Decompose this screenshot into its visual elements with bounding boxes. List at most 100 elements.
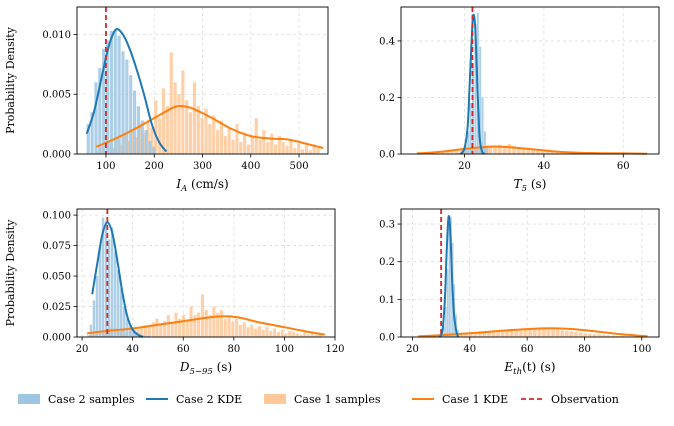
case1-bar [170, 322, 174, 337]
case1-bar [235, 318, 239, 337]
case2-bar [486, 145, 489, 154]
case2-kde-line [85, 28, 168, 153]
case1-bar [516, 146, 521, 154]
case1-bar [281, 142, 285, 154]
case1-bar [300, 149, 305, 154]
case2-bar [148, 140, 152, 154]
case1-kde-line [418, 327, 648, 338]
case1-bar [537, 328, 542, 337]
case1-bar [509, 330, 514, 337]
case1-bar [284, 333, 288, 337]
case1-bar [314, 334, 318, 337]
case1-bar [254, 118, 258, 154]
x-tick-label: 80 [578, 344, 591, 355]
case1-bar [265, 327, 269, 337]
case1-bar [200, 118, 204, 154]
case1-bar [299, 334, 303, 337]
x-tick-label: 500 [289, 161, 308, 172]
case1-bar [257, 326, 261, 337]
case2-bar [104, 221, 108, 337]
x-tick-label: 60 [521, 344, 534, 355]
x-axis-label: T5 (s) [514, 177, 547, 194]
case2-bar [483, 131, 486, 154]
case1-bar [266, 142, 270, 154]
case1-bar [574, 332, 578, 337]
case1-bar [497, 144, 502, 154]
case2-bar [132, 329, 135, 337]
y-tick-label: 0.2 [379, 93, 395, 104]
case1-bar [115, 138, 119, 154]
case1-bar [174, 312, 178, 337]
case1-bar [540, 151, 545, 154]
x-tick-label: 400 [241, 161, 260, 172]
case2-bar [481, 97, 484, 154]
case1-bar [140, 327, 144, 337]
case1-bar [310, 333, 315, 337]
case1-bar [304, 145, 308, 154]
x-tick-label: 100 [275, 344, 294, 355]
case1-bar [204, 310, 208, 337]
case1-bar [569, 152, 574, 154]
case1-bar [436, 335, 441, 337]
case1-bar [293, 148, 297, 154]
case1-bar [231, 321, 235, 337]
case1-bar [493, 146, 497, 154]
case1-bar [487, 332, 491, 337]
case1-bar [468, 333, 473, 337]
axes-frame [76, 208, 336, 338]
case1-bar [250, 136, 254, 154]
case1-bar [496, 331, 500, 337]
legend-label: Case 1 KDE [442, 393, 508, 406]
case1-bar [188, 112, 193, 154]
case1-bar [178, 318, 182, 337]
case2-bar [467, 131, 470, 154]
x-axis-label: D5−95 (s) [179, 360, 232, 377]
x-tick-label: 40 [463, 344, 476, 355]
case2-bar [113, 251, 117, 337]
case1-bar [243, 132, 247, 154]
case1-bar [601, 334, 606, 337]
case1-bar [276, 332, 280, 337]
case2-bar [102, 48, 106, 154]
case1-bar [550, 152, 555, 154]
case1-bar [119, 144, 123, 154]
case1-bar [166, 315, 170, 337]
case1-kde-line [95, 104, 324, 149]
case1-bar [308, 150, 312, 154]
case2-bar [129, 75, 133, 154]
y-tick-label: 0.010 [42, 30, 71, 41]
case2-bar [98, 67, 102, 154]
case2-bar [472, 63, 475, 154]
case1-bar [212, 306, 216, 337]
case1-bar [491, 331, 496, 337]
case2-bar [116, 269, 120, 337]
case1-bar [545, 151, 550, 154]
case1-bar [270, 133, 274, 154]
case2-bar [120, 288, 123, 337]
case1-bar [583, 333, 588, 337]
case1-bar [519, 329, 523, 337]
case1-kde-line [416, 145, 648, 155]
case1-bar [185, 100, 189, 154]
y-axis-label: Probability Density [4, 26, 17, 134]
case2-bar [121, 51, 125, 154]
case1-bar [289, 139, 293, 154]
case2-bar [132, 90, 137, 154]
case1-bar [564, 330, 569, 337]
case1-bar [155, 318, 159, 337]
case1-bar [158, 118, 162, 154]
x-tick-label: 60 [617, 161, 630, 172]
case1-bar [123, 134, 127, 154]
x-tick-label: 300 [193, 161, 212, 172]
case1-kde-line [86, 315, 326, 336]
y-tick-label: 0.005 [42, 90, 71, 101]
case2-bar [469, 103, 472, 154]
case1-bar [464, 333, 468, 337]
case1-bar [134, 137, 139, 154]
case1-bar [227, 127, 231, 154]
case1-bar [288, 330, 292, 337]
case2-bar [113, 29, 117, 154]
case2-bar [448, 224, 450, 337]
case1-bar [477, 332, 482, 337]
